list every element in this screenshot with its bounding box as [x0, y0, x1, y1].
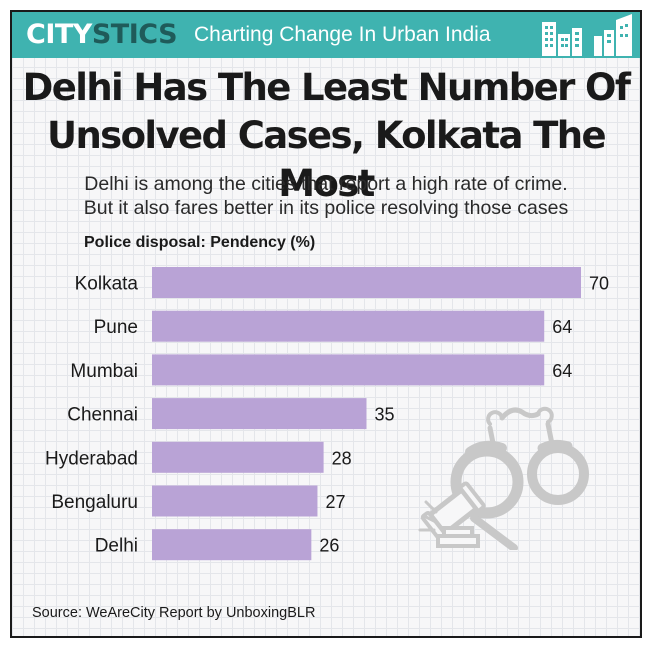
brand-part1: CITY [26, 19, 92, 50]
value-label-kolkata: 70 [589, 274, 609, 294]
city-skyline-icon [542, 14, 632, 56]
bar-delhi [152, 529, 312, 561]
bar-chart: Kolkata 70 Pune 64 Mumbai 64 Chennai 35 Hyderaba… [45, 267, 609, 561]
value-label-hyderabad: 28 [332, 448, 352, 468]
bar-pune [152, 310, 545, 342]
title-line-1: Delhi Has The Least Number Of [22, 66, 631, 109]
category-label-hyderabad: Hyderabad [45, 448, 138, 469]
axis-title: Police disposal: Pendency (%) [84, 234, 316, 251]
chart-title: Delhi Has The Least Number Of Unsolved C… [12, 64, 640, 208]
value-label-bengaluru: 27 [325, 492, 345, 512]
chart-subtitle: Delhi is among the cities that report a … [12, 172, 640, 220]
value-label-chennai: 35 [375, 405, 395, 425]
source-note: Source: WeAreCity Report by UnboxingBLR [32, 605, 316, 621]
tagline: Charting Change In Urban India [194, 23, 491, 46]
handcuffs-icon [450, 406, 589, 519]
category-label-kolkata: Kolkata [75, 274, 139, 295]
subtitle-line-1: Delhi is among the cities that report a … [84, 173, 568, 195]
bar-chennai [152, 398, 367, 430]
brand-part2: STICS [91, 19, 178, 50]
subtitle-line-2: But it also fares better in its police r… [83, 197, 569, 219]
bar-mumbai [152, 354, 545, 386]
header-banner: CITYSTICS Charting Change In Urban India [12, 12, 640, 58]
infographic-card: CITYSTICS Charting Change In Urban India [10, 10, 642, 638]
category-label-delhi: Delhi [95, 536, 138, 557]
bar-bengaluru [152, 485, 318, 517]
value-label-pune: 64 [552, 317, 572, 337]
value-label-mumbai: 64 [552, 361, 572, 381]
category-label-mumbai: Mumbai [70, 361, 138, 382]
category-label-chennai: Chennai [67, 405, 138, 426]
category-label-pune: Pune [94, 317, 138, 338]
gavel-icon [418, 481, 518, 550]
bar-hyderabad [152, 441, 324, 473]
value-label-delhi: 26 [319, 536, 339, 556]
category-label-bengaluru: Bengaluru [51, 492, 138, 513]
handcuffs-gavel-icon [418, 406, 589, 550]
title-line-2: Unsolved Cases, Kolkata The Most [47, 114, 607, 205]
brand-logo: CITYSTICS [26, 18, 178, 52]
bar-kolkata [152, 267, 581, 298]
